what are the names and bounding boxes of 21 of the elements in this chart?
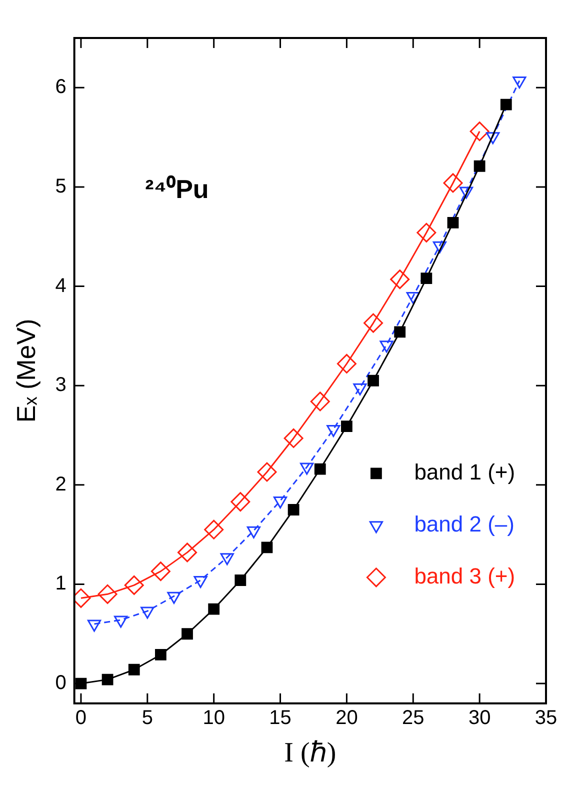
y-tick-label: 0 xyxy=(55,672,66,694)
y-tick-label: 5 xyxy=(55,175,66,198)
y-tick-label: 4 xyxy=(55,274,66,297)
x-tick-label: 5 xyxy=(142,706,153,729)
x-tick-label: 10 xyxy=(202,706,225,729)
x-tick-label: 0 xyxy=(75,706,87,729)
y-tick-label: 6 xyxy=(55,76,66,98)
annotation: ²⁴⁰Pu xyxy=(145,174,209,204)
legend-label: band 3 (+) xyxy=(414,563,516,588)
x-tick-label: 25 xyxy=(402,706,424,729)
legend-label: band 1 (+) xyxy=(414,459,516,484)
y-tick-label: 3 xyxy=(55,374,66,396)
x-axis-title: I (ℏ) xyxy=(284,738,336,769)
legend-label: band 2 (–) xyxy=(414,511,514,536)
y-tick-label: 1 xyxy=(55,572,66,595)
x-tick-label: 20 xyxy=(336,706,358,729)
y-tick-label: 2 xyxy=(55,473,66,496)
x-tick-label: 30 xyxy=(468,706,491,729)
y-axis-title: Eₓ (MeV) xyxy=(10,318,41,423)
x-tick-label: 35 xyxy=(534,706,558,729)
x-tick-label: 15 xyxy=(269,706,292,729)
